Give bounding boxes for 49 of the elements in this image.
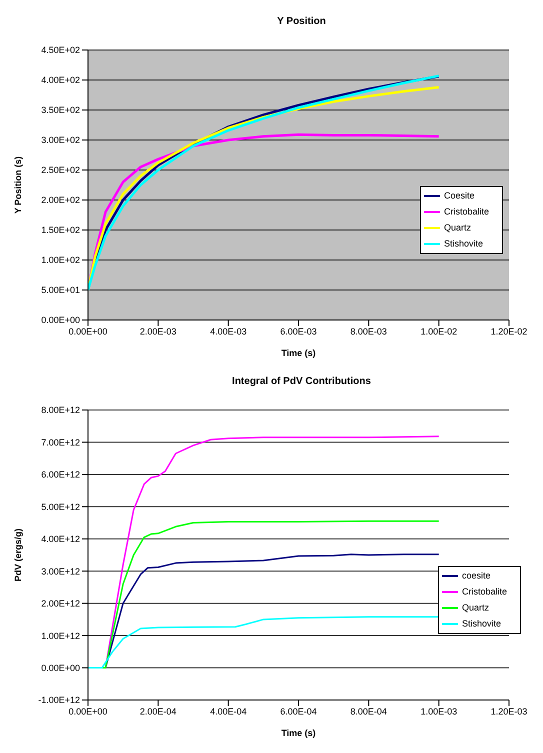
- line-series: [88, 616, 440, 669]
- y-tick-label: 7.00E+12: [41, 437, 80, 448]
- y-tick-label: 1.00E+12: [41, 630, 80, 641]
- y-tick-label: 5.00E+12: [41, 502, 80, 512]
- y-tick-label: -1.00E+12: [38, 695, 80, 706]
- y-tick-label: 8.00E+12: [41, 405, 80, 416]
- x-axis-title: Time (s): [281, 728, 316, 738]
- legend-label: Coesite: [444, 190, 475, 200]
- legend-label: Cristobalite: [444, 206, 490, 216]
- y-tick-label: 5.00E+01: [41, 285, 80, 296]
- x-tick-label: 8.00E-03: [350, 326, 387, 336]
- legend-label: Quartz: [444, 222, 472, 232]
- y-tick-label: 3.00E+12: [41, 566, 80, 576]
- y-axis-title: PdV (ergs/g): [13, 528, 24, 582]
- x-tick-label: 0.00E+00: [68, 326, 108, 336]
- legend-label: Quartz: [462, 602, 490, 612]
- y-tick-label: 2.50E+02: [41, 165, 80, 176]
- x-tick-label: 2.00E-03: [140, 326, 176, 336]
- x-tick-label: 1.00E-03: [420, 706, 458, 716]
- legend-label: coesite: [462, 570, 491, 580]
- y-tick-label: 3.50E+02: [41, 105, 80, 116]
- chart-title: Y Position: [276, 15, 327, 29]
- x-tick-label: 1.20E-03: [490, 706, 528, 716]
- x-tick-label: 4.00E-04: [210, 706, 247, 716]
- y-tick-label: 4.00E+02: [41, 75, 80, 86]
- x-tick-label: 2.00E-04: [140, 706, 176, 716]
- y-tick-label: 2.00E+02: [41, 195, 80, 206]
- x-axis-title: Time (s): [281, 348, 316, 358]
- legend-label: Cristobalite: [462, 586, 508, 596]
- y-tick-label: 6.00E+12: [41, 470, 80, 480]
- x-tick-label: 4.00E-03: [210, 326, 247, 336]
- y-tick-label: 0.00E+00: [41, 315, 80, 326]
- chart-title: Integral of PdV Contributions: [231, 375, 372, 389]
- x-tick-label: 6.00E-03: [280, 326, 317, 336]
- y-tick-label: 1.00E+02: [41, 255, 80, 266]
- y-axis-title: Y Position (s): [13, 156, 24, 214]
- y-tick-label: 0.00E+00: [41, 662, 80, 673]
- y-tick-label: 4.50E+02: [41, 45, 80, 56]
- x-tick-label: 0.00E+00: [68, 706, 108, 716]
- x-tick-label: 8.00E-04: [350, 706, 387, 716]
- y-tick-label: 1.50E+02: [41, 225, 80, 236]
- legend-label: Stishovite: [444, 238, 484, 248]
- x-tick-label: 6.00E-04: [280, 706, 317, 716]
- x-tick-label: 1.00E-02: [420, 326, 458, 336]
- x-tick-label: 1.20E-02: [490, 326, 528, 336]
- y-tick-label: 2.00E+12: [41, 598, 80, 609]
- y-tick-label: 4.00E+12: [41, 534, 80, 544]
- y-tick-label: 3.00E+02: [41, 135, 80, 146]
- legend-label: Stishovite: [462, 618, 502, 628]
